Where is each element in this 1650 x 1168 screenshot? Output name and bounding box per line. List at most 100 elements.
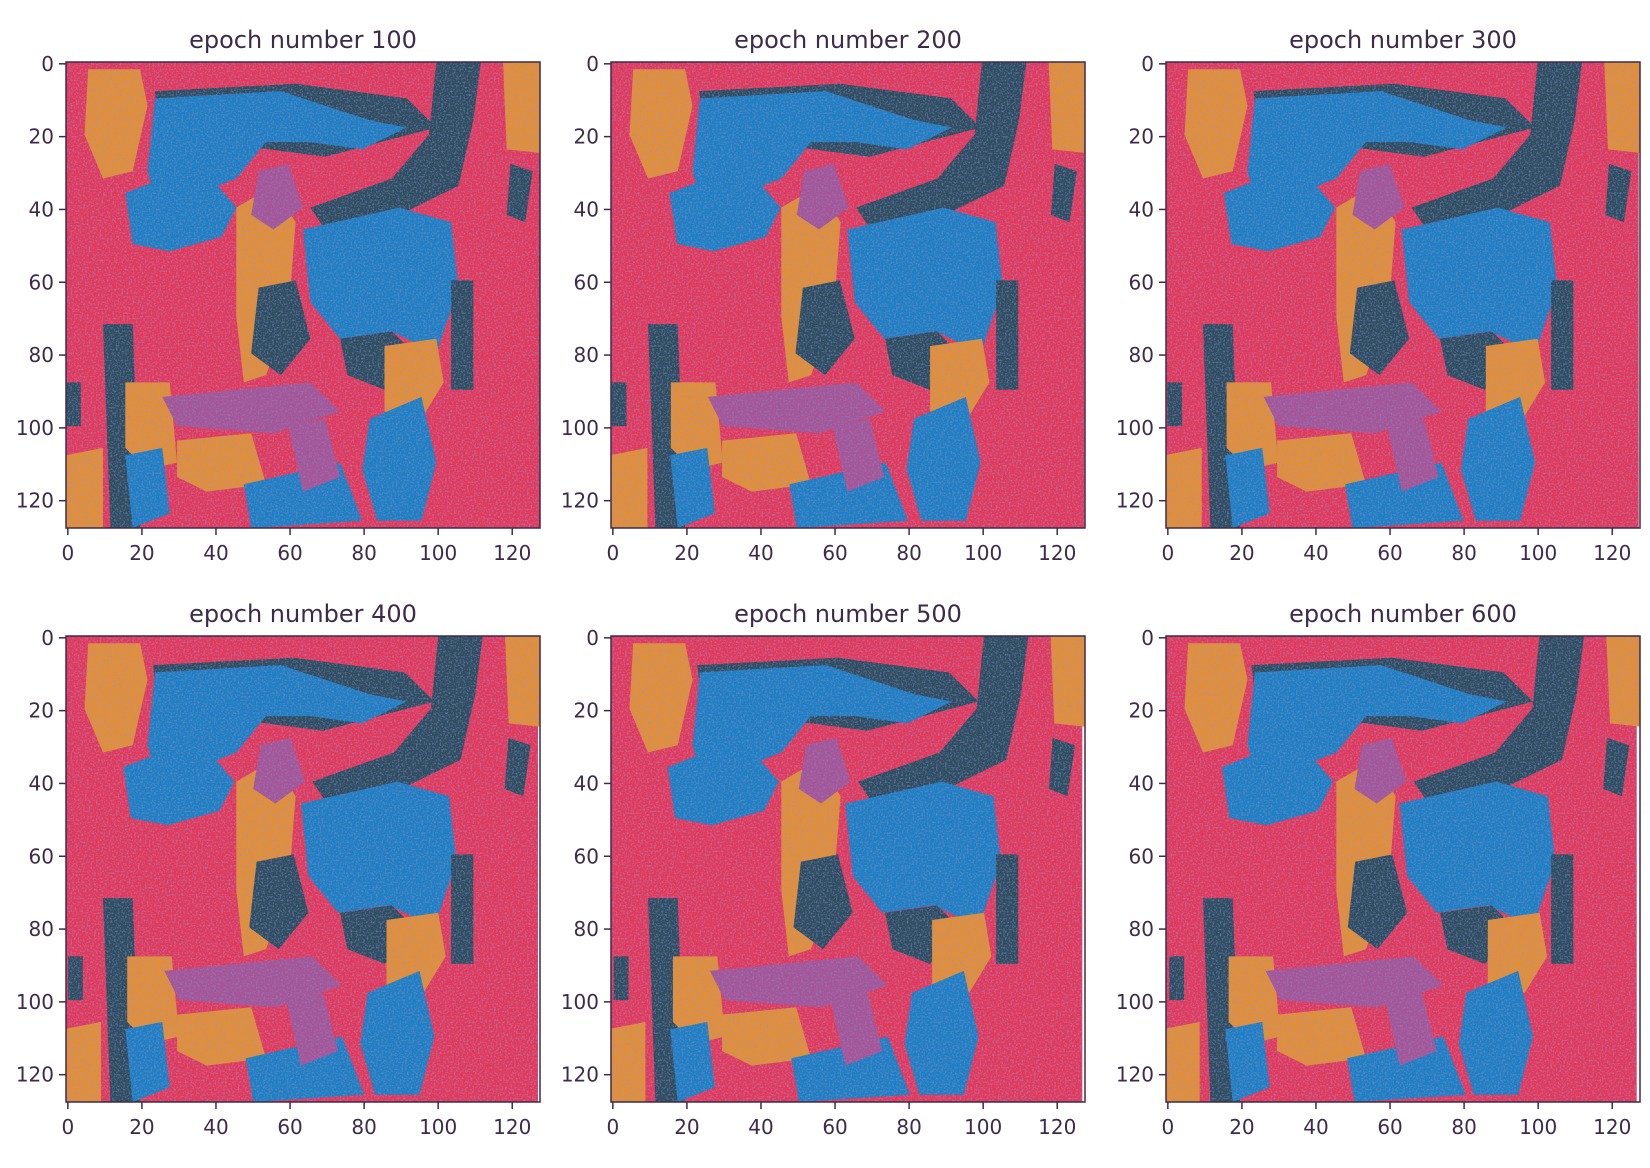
x-tick-label: 80 [351, 541, 376, 565]
image-region [1349, 280, 1410, 376]
x-tick-label: 40 [1303, 1115, 1328, 1139]
y-tick-label: 100 [16, 990, 54, 1014]
image-region [1606, 636, 1640, 727]
x-tick-label: 80 [1451, 541, 1476, 565]
image-region [1604, 62, 1640, 153]
y-tick-label: 80 [1129, 917, 1154, 941]
y-tick-label: 100 [561, 416, 599, 440]
image-region [1184, 643, 1248, 753]
y-tick-label: 20 [1129, 699, 1154, 723]
image-region [503, 62, 540, 153]
image-region [1225, 447, 1270, 528]
y-tick-label: 20 [29, 699, 54, 723]
x-tick-label: 100 [964, 541, 1002, 565]
y-tick-label: 40 [574, 197, 599, 221]
panel-title: epoch number 600 [1289, 600, 1517, 628]
x-tick-label: 20 [129, 1115, 154, 1139]
x-tick-label: 0 [61, 541, 74, 565]
panel-title: epoch number 200 [734, 26, 962, 54]
image-region [177, 1007, 266, 1066]
panel-image [1166, 62, 1640, 528]
x-tick-label: 60 [822, 541, 847, 565]
axes-frame [65, 61, 541, 529]
image-region [832, 418, 885, 492]
image-region [1221, 737, 1333, 826]
panel-image [66, 636, 540, 1102]
image-region [68, 956, 83, 1001]
image-region [906, 396, 981, 521]
x-tick-label: 0 [1161, 541, 1174, 565]
image-region [932, 912, 992, 993]
image-region [386, 912, 446, 993]
y-tick-label: 120 [16, 1063, 54, 1087]
x-tick-label: 60 [277, 1115, 302, 1139]
image-region [629, 69, 693, 179]
image-region [245, 1036, 365, 1102]
x-tick-label: 60 [1377, 541, 1402, 565]
panel-4: epoch number 400 0 20 40 60 80 100 120 0 20 40 60 80… [16, 600, 541, 1139]
image-region [1277, 1007, 1366, 1066]
image-region [796, 163, 849, 230]
y-tick-label: 120 [1116, 489, 1154, 513]
image-region [611, 447, 648, 528]
image-region [251, 280, 311, 376]
image-region [1223, 163, 1335, 252]
image-region [1460, 396, 1535, 521]
image-region [670, 382, 723, 470]
image-region [1228, 956, 1281, 1044]
x-tick-label: 0 [1161, 1115, 1174, 1139]
x-tick-label: 20 [674, 1115, 699, 1139]
x-tick-label: 120 [1593, 541, 1631, 565]
y-tick-label: 80 [574, 917, 599, 941]
image-region [125, 1021, 170, 1102]
image-region [1184, 69, 1248, 179]
x-tick-label: 40 [203, 1115, 228, 1139]
image-region [611, 382, 627, 427]
y-tick-label: 0 [1141, 52, 1154, 76]
image-region [1048, 62, 1085, 153]
image-region [669, 163, 781, 252]
y-tick-label: 120 [561, 489, 599, 513]
image-region [830, 992, 883, 1066]
image-region [125, 382, 178, 470]
x-tick-label: 0 [606, 541, 619, 565]
y-tick-label: 20 [29, 125, 54, 149]
image-region [858, 636, 1029, 804]
image-region [384, 338, 444, 419]
x-tick-label: 20 [129, 541, 154, 565]
x-tick-label: 60 [822, 1115, 847, 1139]
image-region [1485, 338, 1546, 419]
image-region [1345, 462, 1464, 528]
x-tick-label: 120 [1038, 1115, 1076, 1139]
axes-frame [1165, 61, 1641, 529]
x-tick-label: 120 [493, 1115, 531, 1139]
image-region [795, 280, 855, 376]
y-tick-label: 60 [1129, 270, 1154, 294]
panel-title: epoch number 400 [189, 600, 417, 628]
image-region [1551, 280, 1574, 390]
image-region [613, 956, 629, 1001]
panel-title: epoch number 100 [189, 26, 417, 54]
y-tick-label: 0 [586, 52, 599, 76]
panel-image [1166, 636, 1640, 1102]
image-region [504, 737, 531, 797]
y-tick-label: 20 [1129, 125, 1154, 149]
y-tick-label: 0 [41, 626, 54, 650]
image-region [996, 854, 1019, 964]
image-region [629, 643, 693, 753]
x-tick-label: 120 [1038, 541, 1076, 565]
image-region [1263, 382, 1442, 434]
x-tick-label: 80 [896, 1115, 921, 1139]
x-tick-label: 120 [493, 541, 531, 565]
image-region [1247, 665, 1507, 804]
image-region [1166, 1021, 1200, 1102]
panel-image [66, 62, 540, 528]
image-region [84, 643, 148, 753]
x-tick-label: 20 [674, 541, 699, 565]
image-region [1347, 1036, 1466, 1102]
y-tick-label: 0 [586, 626, 599, 650]
x-tick-label: 80 [896, 541, 921, 565]
y-tick-label: 40 [1129, 771, 1154, 795]
image-region [147, 91, 407, 230]
image-region [722, 433, 811, 492]
